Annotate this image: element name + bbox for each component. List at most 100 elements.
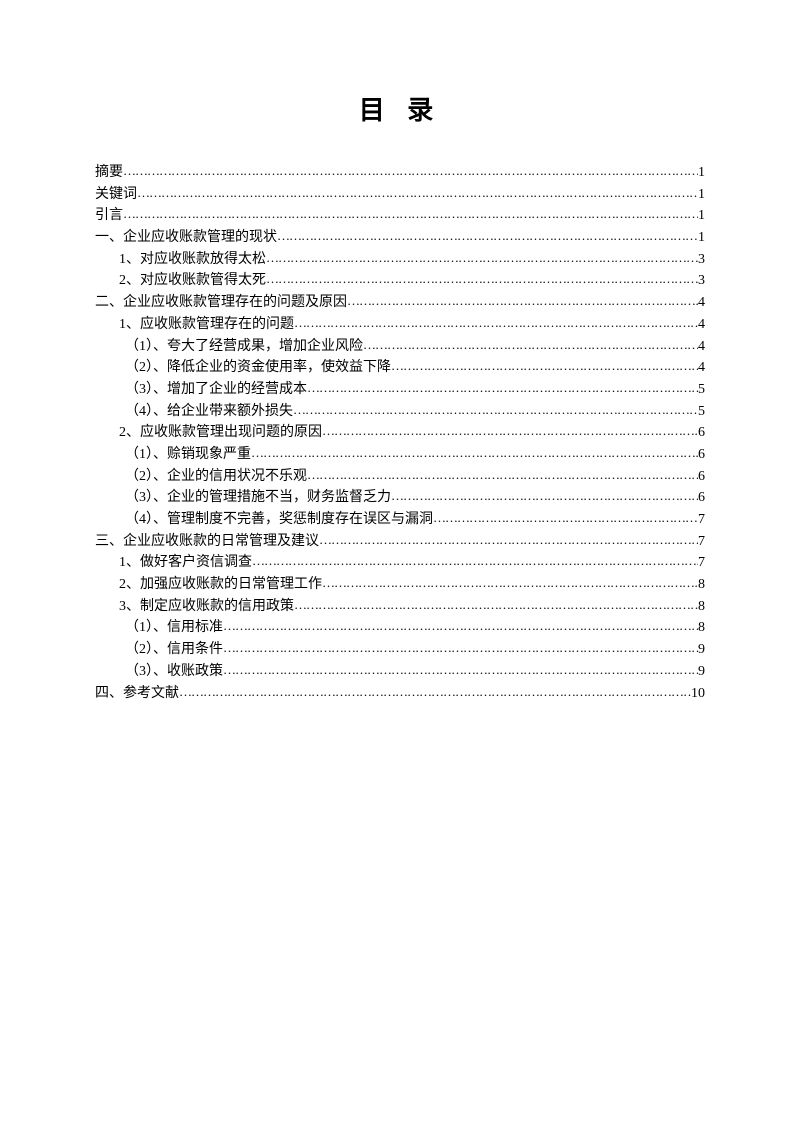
toc-leader-dots: [123, 162, 698, 181]
toc-entry-text: 摘要: [95, 162, 123, 184]
toc-leader-dots: [433, 509, 698, 528]
toc-entry: 1、对应收账款放得太松 3: [95, 249, 705, 271]
toc-leader-dots: [137, 184, 698, 203]
toc-entry-page: 8: [698, 574, 705, 596]
toc-entry-text: （1）、夸大了经营成果，增加企业风险: [125, 336, 363, 358]
toc-entry-text: 二、企业应收账款管理存在的问题及原因: [95, 292, 347, 314]
toc-leader-dots: [251, 444, 698, 463]
toc-entry-page: 6: [698, 444, 705, 466]
toc-leader-dots: [223, 639, 698, 658]
toc-entry-page: 10: [691, 683, 705, 705]
toc-leader-dots: [277, 227, 698, 246]
toc-entry-page: 8: [698, 617, 705, 639]
toc-entry-page: 6: [698, 422, 705, 444]
toc-entry-page: 9: [698, 661, 705, 683]
toc-entry-page: 9: [698, 639, 705, 661]
toc-leader-dots: [391, 357, 698, 376]
toc-entry: （1）、赊销现象严重 6: [95, 444, 705, 466]
toc-leader-dots: [223, 661, 698, 680]
toc-entry-text: （2）、降低企业的资金使用率，使效益下降: [125, 357, 391, 379]
toc-entry-text: 引言: [95, 205, 123, 227]
toc-leader-dots: [307, 379, 698, 398]
toc-entry-page: 1: [698, 184, 705, 206]
toc-entry: （2）、企业的信用状况不乐观 6: [95, 466, 705, 488]
toc-entry-text: 2、应收账款管理出现问题的原因: [119, 422, 322, 444]
toc-entry: （2）、信用条件 9: [95, 639, 705, 661]
toc-entry: （2）、降低企业的资金使用率，使效益下降 4: [95, 357, 705, 379]
toc-entry: 摘要 1: [95, 162, 705, 184]
toc-leader-dots: [347, 292, 698, 311]
toc-entry: 1、做好客户资信调查 7: [95, 552, 705, 574]
toc-entry: （3）、企业的管理措施不当，财务监督乏力 6: [95, 487, 705, 509]
toc-entry: 2、对应收账款管得太死 3: [95, 270, 705, 292]
toc-entry-text: （3）、企业的管理措施不当，财务监督乏力: [125, 487, 391, 509]
toc-entry-page: 4: [698, 336, 705, 358]
toc-entry-page: 7: [698, 509, 705, 531]
toc-entry-page: 5: [698, 401, 705, 423]
toc-leader-dots: [294, 314, 698, 333]
toc-entry-text: 四、参考文献: [95, 683, 179, 705]
toc-entry-text: （2）、企业的信用状况不乐观: [125, 466, 307, 488]
toc-entry-text: （2）、信用条件: [125, 639, 223, 661]
toc-entry-text: 1、做好客户资信调查: [119, 552, 252, 574]
toc-entry: 1、应收账款管理存在的问题 4: [95, 314, 705, 336]
toc-entry: （3）、收账政策 9: [95, 661, 705, 683]
toc-leader-dots: [294, 596, 698, 615]
toc-entry-text: 2、加强应收账款的日常管理工作: [119, 574, 322, 596]
toc-entry-text: 1、对应收账款放得太松: [119, 249, 266, 271]
toc-entry: 一、企业应收账款管理的现状 1: [95, 227, 705, 249]
toc-entry-page: 3: [698, 249, 705, 271]
toc-entry: （4）、给企业带来额外损失 5: [95, 401, 705, 423]
toc-entry: 三、企业应收账款的日常管理及建议 7: [95, 531, 705, 553]
toc-leader-dots: [266, 249, 698, 268]
toc-entry-text: 一、企业应收账款管理的现状: [95, 227, 277, 249]
toc-entry-text: 关键词: [95, 184, 137, 206]
toc-entry-page: 5: [698, 379, 705, 401]
toc-entry: （1）、信用标准 8: [95, 617, 705, 639]
toc-entry: （1）、夸大了经营成果，增加企业风险 4: [95, 336, 705, 358]
toc-entry: 2、应收账款管理出现问题的原因 6: [95, 422, 705, 444]
toc-leader-dots: [123, 205, 698, 224]
toc-leader-dots: [252, 552, 698, 571]
toc-leader-dots: [266, 270, 698, 289]
page-title: 目 录: [95, 90, 705, 127]
toc-entry-text: （4）、给企业带来额外损失: [125, 401, 293, 423]
toc-entry-page: 7: [698, 552, 705, 574]
toc-entry: 2、加强应收账款的日常管理工作 8: [95, 574, 705, 596]
toc-leader-dots: [179, 683, 691, 702]
toc-leader-dots: [307, 466, 698, 485]
toc-entry-page: 1: [698, 162, 705, 184]
toc-leader-dots: [223, 617, 698, 636]
toc-entry: 引言 1: [95, 205, 705, 227]
toc-entry-text: （3）、收账政策: [125, 661, 223, 683]
toc-entry-page: 4: [698, 357, 705, 379]
toc-entry-page: 4: [698, 314, 705, 336]
toc-leader-dots: [322, 574, 698, 593]
toc-entry-page: 1: [698, 227, 705, 249]
toc-entry: （3）、增加了企业的经营成本 5: [95, 379, 705, 401]
toc-leader-dots: [319, 531, 698, 550]
toc-entry: （4）、管理制度不完善，奖惩制度存在误区与漏洞7: [95, 509, 705, 531]
toc-entry-page: 1: [698, 205, 705, 227]
toc-entry: 关键词 1: [95, 184, 705, 206]
toc-entry: 二、企业应收账款管理存在的问题及原因 4: [95, 292, 705, 314]
toc-entry-page: 4: [698, 292, 705, 314]
toc-entry-text: （1）、赊销现象严重: [125, 444, 251, 466]
toc-entry-text: 2、对应收账款管得太死: [119, 270, 266, 292]
toc-entry-page: 7: [698, 531, 705, 553]
toc-entry-page: 6: [698, 487, 705, 509]
toc-entry-text: 1、应收账款管理存在的问题: [119, 314, 294, 336]
toc-entry-text: （3）、增加了企业的经营成本: [125, 379, 307, 401]
toc-leader-dots: [322, 422, 698, 441]
toc-entry-page: 3: [698, 270, 705, 292]
toc-leader-dots: [293, 401, 698, 420]
table-of-contents: 摘要1关键词1引言1一、企业应收账款管理的现状11、对应收账款放得太松32、对应…: [95, 162, 705, 704]
toc-leader-dots: [391, 487, 698, 506]
toc-entry-text: 3、制定应收账款的信用政策: [119, 596, 294, 618]
toc-entry-text: 三、企业应收账款的日常管理及建议: [95, 531, 319, 553]
toc-leader-dots: [363, 336, 698, 355]
toc-entry-text: （1）、信用标准: [125, 617, 223, 639]
toc-entry-page: 8: [698, 596, 705, 618]
toc-entry-page: 6: [698, 466, 705, 488]
toc-entry: 四、参考文献 10: [95, 683, 705, 705]
